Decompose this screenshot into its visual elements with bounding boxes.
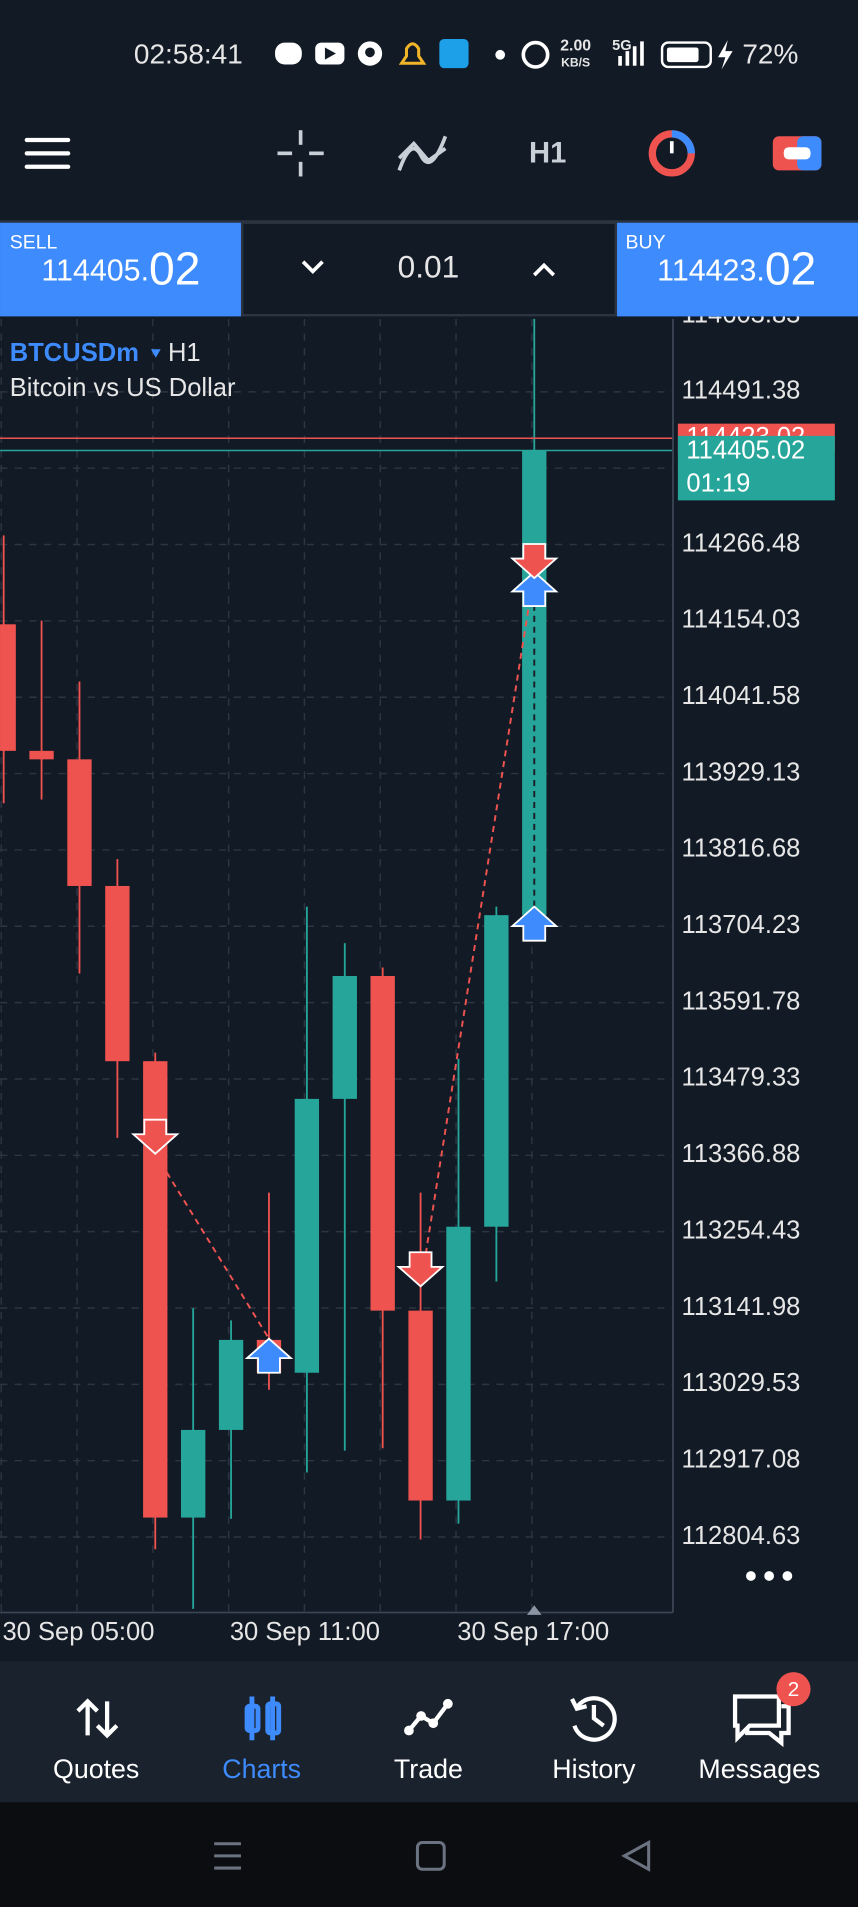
y-tick-label: 113366.88 bbox=[682, 1140, 801, 1168]
y-tick-label: 114266.48 bbox=[682, 529, 801, 557]
bid-label-box bbox=[677, 435, 835, 501]
symbol-name[interactable]: BTCUSDm bbox=[10, 339, 139, 367]
y-tick-label: 114491.38 bbox=[682, 377, 801, 405]
candle-body bbox=[0, 624, 16, 751]
y-tick-label: 113254.43 bbox=[682, 1216, 801, 1244]
nav-bar bbox=[0, 1661, 858, 1803]
crosshair-button[interactable] bbox=[277, 130, 324, 177]
timeframe-button[interactable]: H1 bbox=[529, 137, 566, 169]
status-time: 02:58:41 bbox=[134, 38, 243, 69]
trade-marker bbox=[509, 543, 559, 580]
trade-marker bbox=[509, 570, 559, 607]
trade-link bbox=[419, 571, 536, 1287]
charging-icon bbox=[718, 40, 733, 70]
trade-marker bbox=[396, 1251, 445, 1288]
y-tick-label: 113704.23 bbox=[682, 911, 801, 939]
battery-icon bbox=[660, 41, 712, 69]
candle-body bbox=[218, 1339, 244, 1430]
signal-icon bbox=[618, 41, 644, 66]
svg-text:114405.02: 114405.02 bbox=[41, 243, 200, 295]
trade-marker bbox=[244, 1337, 294, 1374]
volume-up[interactable] bbox=[532, 262, 556, 277]
volume-box bbox=[240, 221, 618, 317]
candle-body bbox=[370, 975, 395, 1311]
candle-body bbox=[446, 1226, 471, 1501]
nav-labels: Quotes Charts Trade History Messages bbox=[53, 1754, 820, 1784]
sell-label: SELL bbox=[10, 232, 58, 254]
x-tick-label: 30 Sep 11:00 bbox=[230, 1618, 380, 1646]
candle-body bbox=[180, 1429, 206, 1518]
quotes-icon bbox=[76, 1698, 119, 1739]
sell-price: 114405. bbox=[41, 254, 149, 288]
menu-button[interactable] bbox=[24, 137, 71, 169]
y-tick-label: 113141.98 bbox=[682, 1293, 801, 1321]
y-tick-label: 113929.13 bbox=[682, 758, 801, 786]
badge bbox=[776, 1672, 811, 1707]
buy-price-pips: 02 bbox=[765, 243, 816, 295]
x-tick-label: 30 Sep 05:00 bbox=[2, 1618, 154, 1646]
nav-label[interactable]: Charts bbox=[222, 1754, 301, 1784]
battery-percent: 72% bbox=[742, 38, 798, 69]
y-tick-label: 113591.78 bbox=[682, 987, 801, 1015]
y-tick-label: 113816.68 bbox=[682, 835, 801, 863]
charts-icon bbox=[244, 1696, 282, 1741]
candle-body bbox=[408, 1310, 433, 1501]
candle-body bbox=[484, 915, 509, 1227]
y-tick-label: 114041.58 bbox=[682, 682, 801, 710]
network-type: 5G bbox=[612, 38, 631, 54]
buy-price: 114423. bbox=[657, 254, 765, 288]
candle-body bbox=[294, 1098, 320, 1373]
sell-button[interactable]: SELL 114405.02 bbox=[0, 222, 241, 317]
candle-body bbox=[67, 759, 92, 886]
sell-price-pips: 02 bbox=[149, 243, 200, 295]
net-unit: KB/S bbox=[561, 56, 590, 70]
y-tick-label: 112804.63 bbox=[682, 1522, 801, 1550]
trade-marker bbox=[509, 905, 559, 942]
candle-body bbox=[332, 975, 357, 1099]
plot-area bbox=[0, 318, 674, 1613]
messages-icon bbox=[732, 1694, 791, 1748]
countdown: 01:19 bbox=[686, 469, 750, 497]
volume-value[interactable]: 0.01 bbox=[398, 248, 460, 284]
objects-button[interactable] bbox=[648, 130, 695, 177]
trade-marker bbox=[130, 1118, 180, 1155]
more-button[interactable] bbox=[746, 1571, 793, 1581]
symbol-timeframe: H1 bbox=[168, 339, 201, 367]
y-tick-label: 113029.53 bbox=[682, 1369, 801, 1397]
badge-count: 2 bbox=[788, 1678, 800, 1701]
nav-label[interactable]: Quotes bbox=[53, 1754, 139, 1784]
x-tick-label: 30 Sep 17:00 bbox=[457, 1618, 609, 1646]
candle-body bbox=[105, 885, 130, 1062]
history-icon bbox=[570, 1696, 617, 1742]
symbol-dropdown[interactable] bbox=[150, 349, 161, 358]
indicators-button[interactable] bbox=[397, 135, 448, 171]
system-buttons[interactable] bbox=[214, 1839, 651, 1872]
nav-label[interactable]: History bbox=[552, 1754, 636, 1784]
svg-text:114423.02: 114423.02 bbox=[657, 243, 816, 295]
symbol-description: Bitcoin vs US Dollar bbox=[10, 374, 236, 402]
candle-body bbox=[29, 750, 54, 760]
status-icons bbox=[275, 38, 550, 69]
y-tick-label: 114154.03 bbox=[682, 606, 801, 634]
system-bar bbox=[0, 1802, 858, 1907]
net-speed: 2.00 bbox=[560, 37, 591, 54]
bid-label: 114405.02 bbox=[686, 436, 805, 464]
battery-level bbox=[666, 47, 699, 63]
nav-label[interactable]: Trade bbox=[394, 1754, 463, 1784]
y-tick-label: 113479.33 bbox=[682, 1064, 801, 1092]
scroll-marker bbox=[526, 1605, 542, 1615]
nav-label[interactable]: Messages bbox=[698, 1754, 820, 1784]
buy-button[interactable]: BUY 114423.02 bbox=[617, 222, 858, 317]
trade-icon bbox=[404, 1698, 453, 1736]
buy-label: BUY bbox=[626, 232, 666, 254]
volume-down[interactable] bbox=[301, 260, 324, 274]
status-bar bbox=[0, 0, 858, 105]
trade-button[interactable] bbox=[772, 136, 822, 171]
y-tick-label: 112917.08 bbox=[682, 1445, 801, 1473]
trade-link bbox=[154, 1153, 270, 1340]
